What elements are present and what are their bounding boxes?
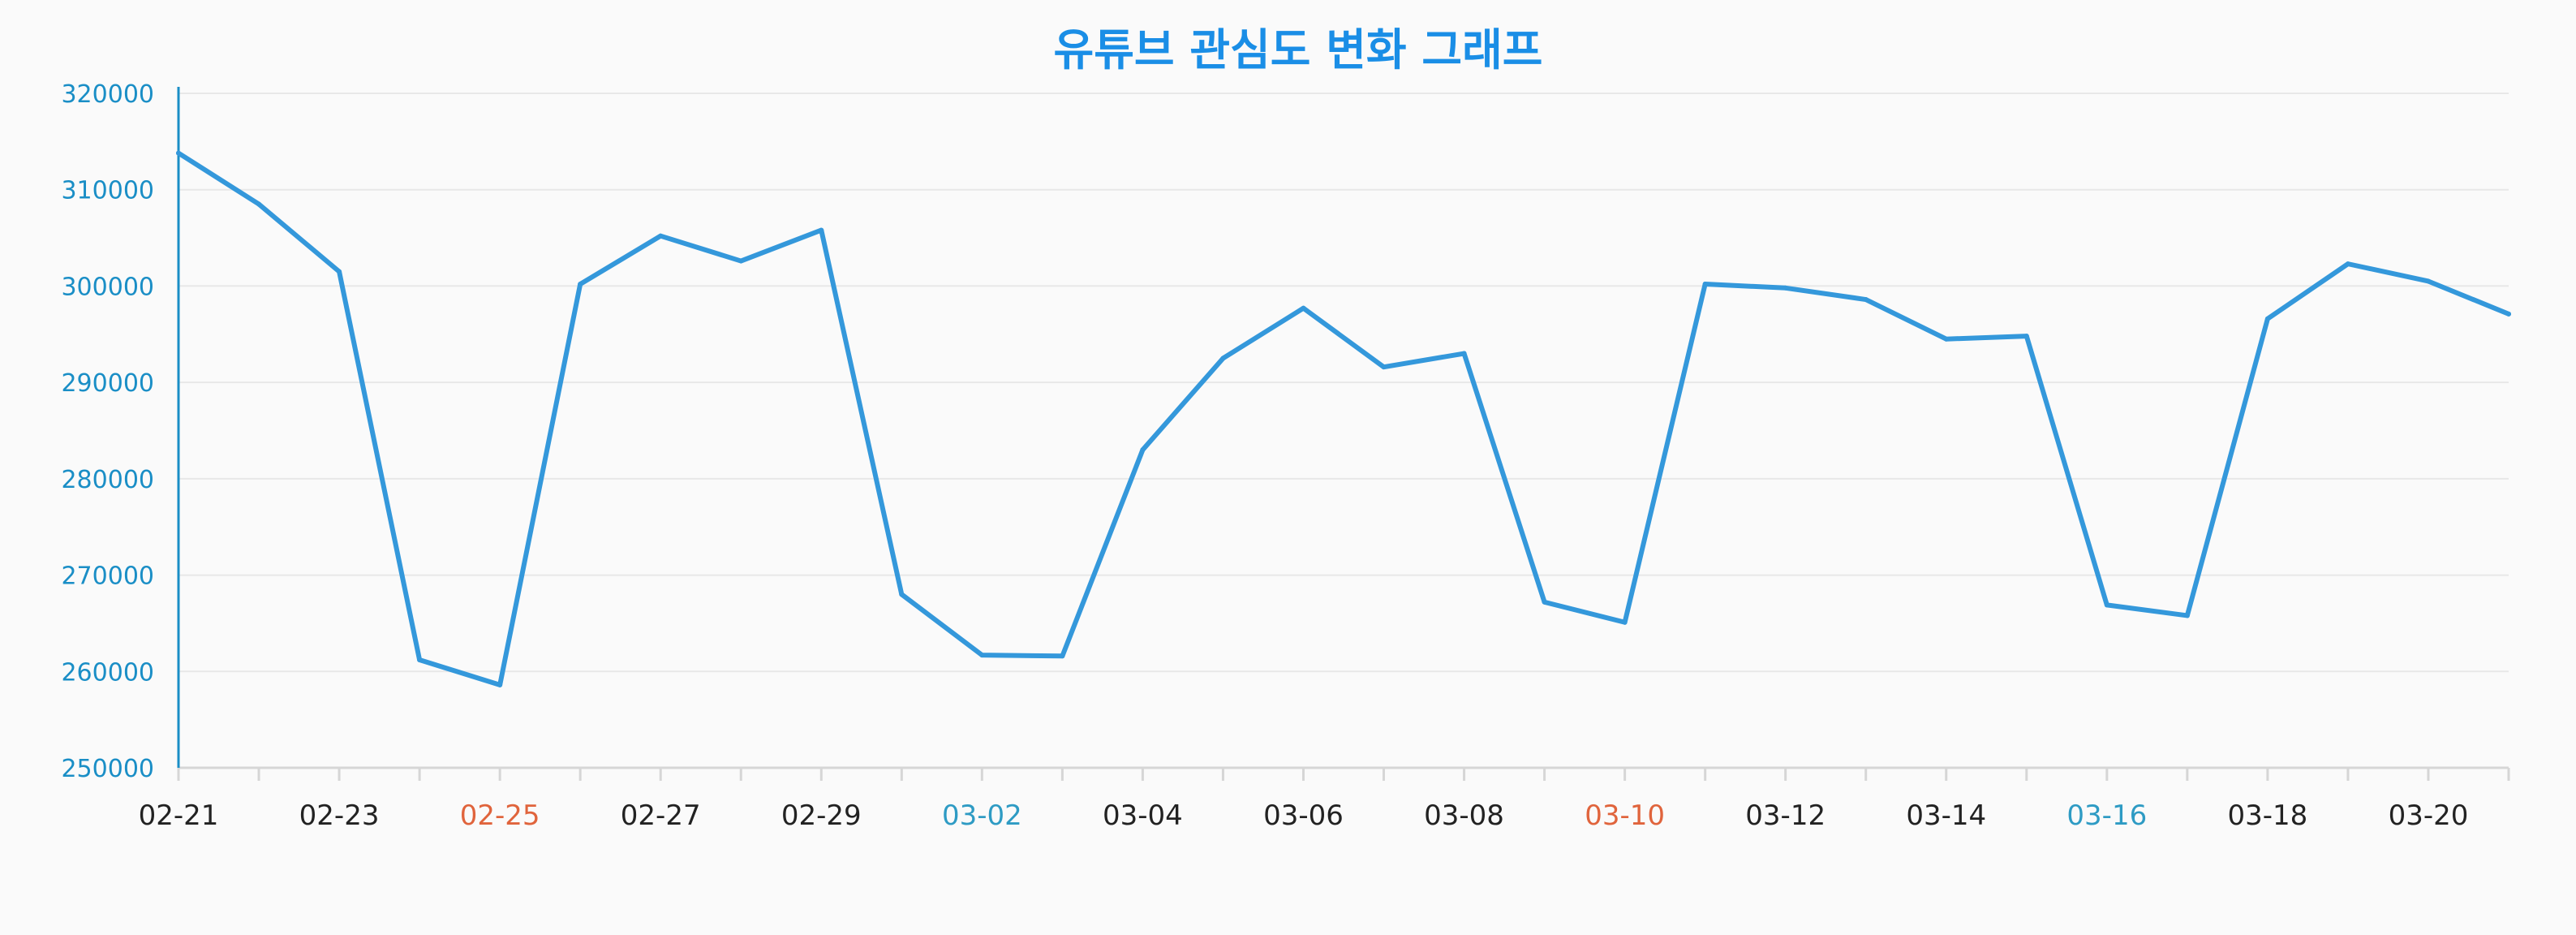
data-point (417, 657, 423, 663)
x-tick-label: 03-20 (2389, 799, 2469, 832)
x-tick-label: 03-18 (2227, 799, 2307, 832)
x-tick-label: 03-16 (2066, 799, 2147, 832)
data-point (1783, 285, 1788, 291)
data-point (2023, 334, 2029, 339)
axes (177, 87, 2509, 769)
y-tick-label: 270000 (61, 562, 154, 591)
data-point (819, 227, 824, 233)
data-point (176, 150, 181, 156)
data-point (979, 653, 985, 658)
y-tick-label: 280000 (61, 466, 154, 494)
x-tick-label: 03-04 (1103, 799, 1183, 832)
data-point (1381, 364, 1387, 370)
data-point (1060, 653, 1065, 659)
data-point (2184, 613, 2190, 618)
y-tick-label: 300000 (61, 273, 154, 301)
data-point (337, 269, 342, 274)
gridlines (178, 93, 2509, 673)
y-tick-label: 320000 (61, 80, 154, 109)
data-point (578, 282, 583, 287)
x-tick-label: 03-12 (1745, 799, 1826, 832)
data-point (1220, 355, 1226, 361)
data-point (497, 682, 503, 687)
x-tick-label: 03-02 (942, 799, 1022, 832)
data-point (1702, 282, 1708, 287)
data-point (1943, 336, 1949, 342)
x-tick-label: 03-06 (1263, 799, 1344, 832)
x-tick-label: 03-14 (1906, 799, 1986, 832)
x-tick-label: 02-21 (139, 799, 219, 832)
y-tick-label: 310000 (61, 177, 154, 205)
series-layer (176, 150, 2511, 687)
y-axis-ticks: 250000 260000 270000 280000 290000 300000 3100… (61, 80, 154, 783)
data-point (1140, 447, 1146, 453)
data-point (1622, 619, 1628, 625)
data-point (2104, 602, 2109, 608)
data-point (2425, 278, 2431, 284)
chart-title: 유튜브 관심도 변화 그래프 (1054, 24, 1543, 75)
x-tick-label: 03-08 (1424, 799, 1504, 832)
data-point (658, 233, 664, 239)
data-point (738, 258, 744, 264)
x-tick-label: 02-27 (621, 799, 701, 832)
y-tick-label: 260000 (61, 658, 154, 687)
x-tick-label: 03-10 (1585, 799, 1665, 832)
x-tick-label: 02-29 (781, 799, 862, 832)
data-point (1301, 305, 1306, 311)
x-axis-ticks: 02-21 02-23 02-25 02-27 02-29 03-02 03-04 03-06… (139, 768, 2510, 832)
data-point (1863, 297, 1869, 303)
data-point (1542, 599, 1547, 605)
y-tick-label: 250000 (61, 755, 154, 783)
x-tick-label: 02-25 (460, 799, 540, 832)
data-point (256, 201, 262, 207)
data-point (2345, 261, 2350, 267)
data-point (2506, 311, 2511, 317)
data-point (2264, 316, 2270, 321)
data-point (1461, 351, 1467, 356)
data-point (899, 592, 905, 597)
y-tick-label: 290000 (61, 369, 154, 398)
series-line (176, 150, 2511, 687)
x-tick-label: 02-23 (299, 799, 380, 832)
